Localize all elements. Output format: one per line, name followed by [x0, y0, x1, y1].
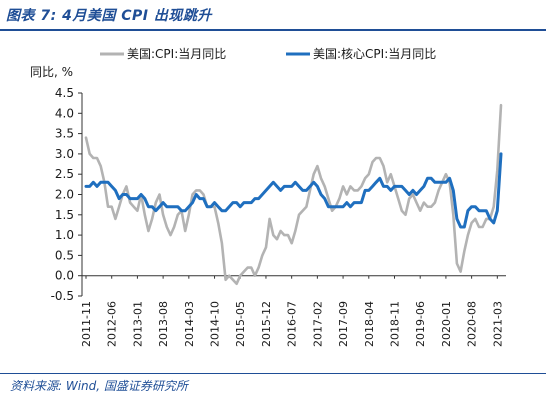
x-tick-label: 2016-07 — [286, 301, 299, 347]
x-tick-label: 2011-11 — [80, 301, 93, 347]
x-tick-label: 2020-01 — [440, 301, 453, 347]
y-tick-label: 3.5 — [55, 127, 74, 141]
y-tick-label: 3.0 — [55, 147, 74, 161]
x-tick-label: 2012-06 — [106, 301, 119, 347]
x-tick-label: 2019-06 — [414, 301, 427, 347]
x-tick-label: 2020-08 — [466, 301, 479, 347]
series-line-core-cpi — [84, 152, 503, 229]
x-tick-label: 2021-03 — [491, 301, 504, 347]
source-note: 资料来源: Wind, 国盛证券研究所 — [10, 379, 188, 393]
y-tick-label: 1.5 — [55, 208, 74, 222]
chart-axes: -0.5 0.0 0.5 1.0 1.5 2.0 2.5 3.0 3.5 4.0 4.5 2011-1… — [51, 86, 506, 347]
y-axis-label: 同比, % — [30, 65, 73, 79]
chart-series — [84, 103, 503, 286]
x-tick-label: 2013-01 — [131, 301, 144, 347]
chart-legend: 美国:CPI:当月同比 美国:核心CPI:当月同比 — [100, 47, 436, 61]
x-tick-label: 2018-04 — [363, 301, 376, 347]
x-tick-label: 2015-12 — [260, 301, 273, 347]
x-tick-label: 2015-05 — [234, 301, 247, 347]
y-tick-label: 2.5 — [55, 167, 74, 181]
y-tick-label: -0.5 — [51, 289, 74, 303]
title-rule — [0, 29, 546, 31]
x-tick-label: 2017-02 — [311, 301, 324, 347]
legend-label-core-cpi: 美国:核心CPI:当月同比 — [313, 47, 436, 61]
series-line-cpi — [84, 103, 503, 286]
x-tick-label: 2014-03 — [183, 301, 196, 347]
legend-label-cpi: 美国:CPI:当月同比 — [127, 47, 226, 61]
y-tick-label: 1.0 — [55, 228, 74, 242]
y-tick-label: 0.0 — [55, 269, 74, 283]
source-rule — [0, 373, 546, 374]
x-tick-label: 2014-10 — [209, 301, 222, 347]
x-tick-label: 2018-11 — [388, 301, 401, 347]
y-tick-label: 0.5 — [55, 248, 74, 262]
y-tick-label: 4.5 — [55, 86, 74, 100]
x-tick-label: 2017-09 — [337, 301, 350, 347]
figure-title: 图表 7: 4月美国 CPI 出现跳升 — [6, 8, 212, 24]
y-tick-label: 2.0 — [55, 188, 74, 202]
x-tick-label: 2013-08 — [157, 301, 170, 347]
y-tick-label: 4.0 — [55, 106, 74, 120]
